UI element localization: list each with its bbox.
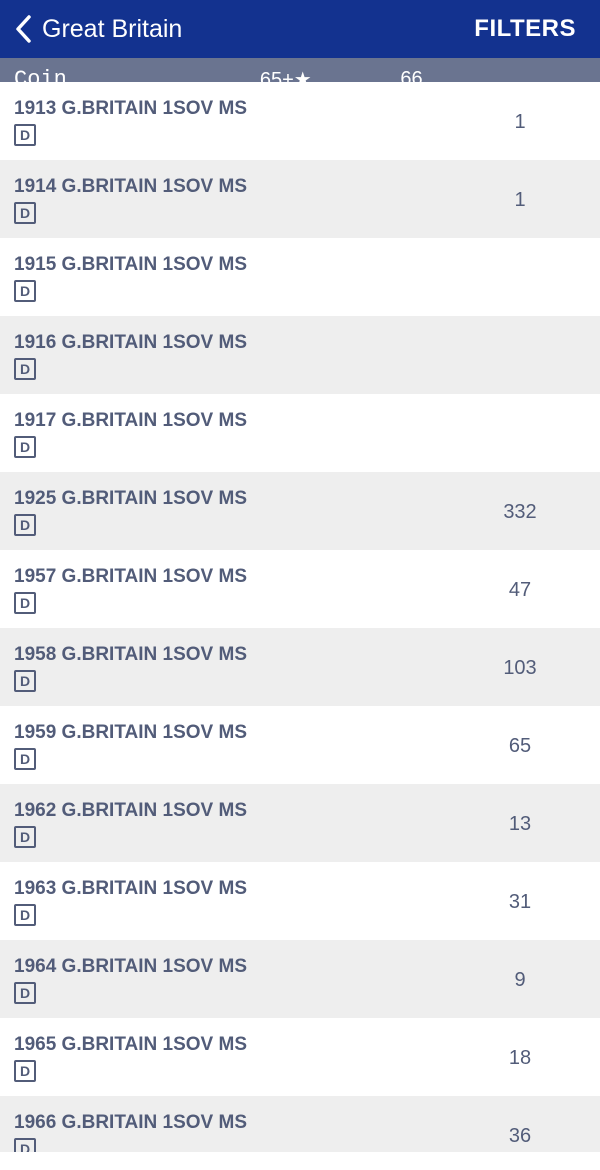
coin-cell: 1962 G.BRITAIN 1SOV MS D [0,800,280,849]
designation-badge: D [14,826,36,848]
grade-value-66: 332 [440,501,600,524]
coin-cell: 1957 G.BRITAIN 1SOV MS D [0,566,280,615]
table-row[interactable]: 1966 G.BRITAIN 1SOV MS D 36 [0,1096,600,1152]
coin-cell: 1965 G.BRITAIN 1SOV MS D [0,1034,280,1083]
table-row[interactable]: 1964 G.BRITAIN 1SOV MS D 9 [0,940,600,1018]
filters-button[interactable]: FILTERS [474,15,576,43]
coin-cell: 1916 G.BRITAIN 1SOV MS D [0,332,280,381]
grade-value-66: 36 [440,1125,600,1148]
back-icon[interactable] [14,14,32,44]
coin-cell: 1966 G.BRITAIN 1SOV MS D [0,1112,280,1152]
coin-label: 1966 G.BRITAIN 1SOV MS [14,1112,274,1135]
table-row[interactable]: 1962 G.BRITAIN 1SOV MS D 13 [0,784,600,862]
coin-label: 1925 G.BRITAIN 1SOV MS [14,488,274,511]
coin-cell: 1958 G.BRITAIN 1SOV MS D [0,644,280,693]
coin-cell: 1913 G.BRITAIN 1SOV MS D [0,98,280,147]
coin-label: 1916 G.BRITAIN 1SOV MS [14,332,274,355]
coin-cell: 1915 G.BRITAIN 1SOV MS D [0,254,280,303]
table-row[interactable]: 1913 G.BRITAIN 1SOV MS D 1 [0,82,600,160]
coin-label: 1917 G.BRITAIN 1SOV MS [14,410,274,433]
coin-label: 1957 G.BRITAIN 1SOV MS [14,566,274,589]
designation-badge: D [14,514,36,536]
coin-label: 1964 G.BRITAIN 1SOV MS [14,956,274,979]
table-row[interactable]: 1917 G.BRITAIN 1SOV MS D [0,394,600,472]
grade-value-66: 47 [440,579,600,602]
coin-cell: 1964 G.BRITAIN 1SOV MS D [0,956,280,1005]
table-row[interactable]: 1916 G.BRITAIN 1SOV MS D [0,316,600,394]
grade-value-66: 13 [440,813,600,836]
coin-label: 1958 G.BRITAIN 1SOV MS [14,644,274,667]
designation-badge: D [14,904,36,926]
column-header-grade-66[interactable]: 66 [349,68,475,91]
designation-badge: D [14,592,36,614]
nav-header: Great Britain FILTERS [0,0,600,58]
grade-value-66: 1 [440,189,600,212]
table-row[interactable]: 1958 G.BRITAIN 1SOV MS D 103 [0,628,600,706]
designation-badge: D [14,280,36,302]
coin-cell: 1925 G.BRITAIN 1SOV MS D [0,488,280,537]
designation-badge: D [14,1060,36,1082]
coin-cell: 1917 G.BRITAIN 1SOV MS D [0,410,280,459]
coin-label: 1965 G.BRITAIN 1SOV MS [14,1034,274,1057]
grade-value-66: 9 [440,969,600,992]
table-row[interactable]: 1925 G.BRITAIN 1SOV MS D 332 [0,472,600,550]
table-row[interactable]: 1957 G.BRITAIN 1SOV MS D 47 [0,550,600,628]
designation-badge: D [14,670,36,692]
grade-value-66: 65 [440,735,600,758]
grade-value-66: 31 [440,891,600,914]
designation-badge: D [14,124,36,146]
page-title[interactable]: Great Britain [42,15,474,44]
coin-label: 1959 G.BRITAIN 1SOV MS [14,722,274,745]
grade-value-66: 103 [440,657,600,680]
table-row[interactable]: 1963 G.BRITAIN 1SOV MS D 31 [0,862,600,940]
coin-label: 1915 G.BRITAIN 1SOV MS [14,254,274,277]
designation-badge: D [14,748,36,770]
coin-label: 1914 G.BRITAIN 1SOV MS [14,176,274,199]
designation-badge: D [14,358,36,380]
coin-label: 1913 G.BRITAIN 1SOV MS [14,98,274,121]
coin-cell: 1959 G.BRITAIN 1SOV MS D [0,722,280,771]
designation-badge: D [14,436,36,458]
table-row[interactable]: 1965 G.BRITAIN 1SOV MS D 18 [0,1018,600,1096]
coin-label: 1962 G.BRITAIN 1SOV MS [14,800,274,823]
coin-list: 1913 G.BRITAIN 1SOV MSD11914 G.BRITAIN 1… [0,82,600,1152]
designation-badge: D [14,982,36,1004]
table-row[interactable]: 1959 G.BRITAIN 1SOV MS D 65 [0,706,600,784]
table-row[interactable]: 1914 G.BRITAIN 1SOV MS D 1 [0,160,600,238]
coin-label: 1963 G.BRITAIN 1SOV MS [14,878,274,901]
grade-value-66: 18 [440,1047,600,1070]
table-row[interactable]: 1915 G.BRITAIN 1SOV MS D [0,238,600,316]
coin-cell: 1914 G.BRITAIN 1SOV MS D [0,176,280,225]
designation-badge: D [14,1138,36,1152]
coin-cell: 1963 G.BRITAIN 1SOV MS D [0,878,280,927]
grade-value-66: 1 [440,111,600,134]
column-header-grade-65plus[interactable]: 65+★ [223,67,349,92]
designation-badge: D [14,202,36,224]
column-header-coin[interactable]: Coin [0,67,223,92]
